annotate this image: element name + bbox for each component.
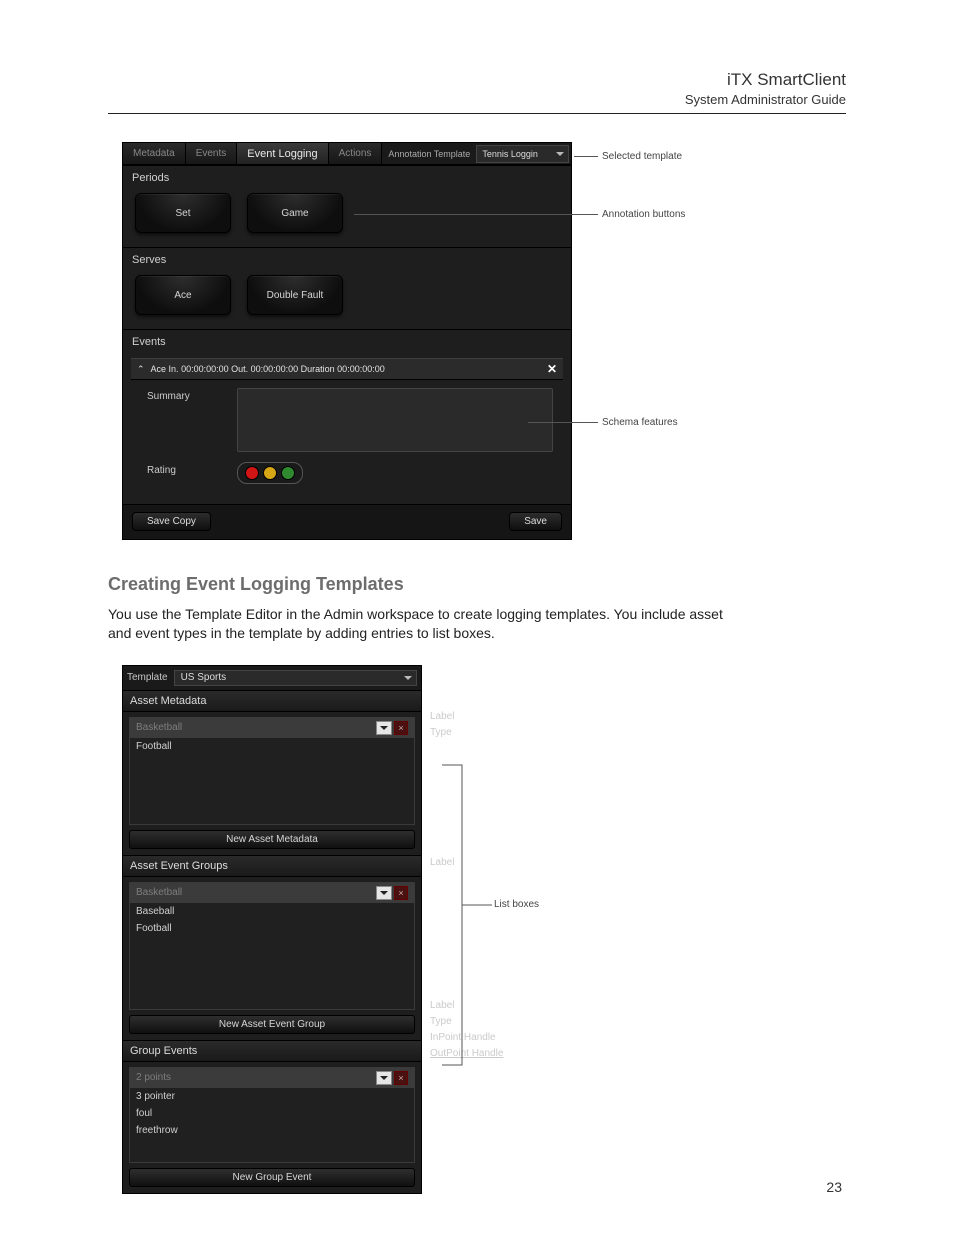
list-item[interactable]: Basketball ×: [130, 718, 414, 738]
tab-events[interactable]: Events: [186, 143, 238, 164]
list-item[interactable]: 2 points ×: [130, 1068, 414, 1088]
side-label: Type: [430, 727, 452, 738]
page-header: iTX SmartClient System Administrator Gui…: [108, 70, 846, 107]
page-number: 23: [826, 1179, 842, 1195]
rating-control[interactable]: [237, 462, 303, 484]
serves-buttons: Ace Double Fault: [123, 270, 571, 329]
screenshot-template-editor: Template US Sports Asset Metadata Basket…: [122, 665, 846, 1194]
game-button[interactable]: Game: [247, 193, 343, 233]
tab-bar: Metadata Events Event Logging Actions An…: [123, 143, 571, 165]
double-fault-button[interactable]: Double Fault: [247, 275, 343, 315]
group-events-listbox[interactable]: 2 points × 3 pointer foul freethrow: [129, 1067, 415, 1163]
dropdown-icon[interactable]: [376, 886, 392, 900]
list-item[interactable]: foul: [130, 1105, 414, 1122]
schema-area: Summary Rating: [131, 380, 563, 494]
expand-icon[interactable]: ⌃: [137, 364, 145, 375]
template-select-row: Template US Sports: [123, 666, 421, 690]
event-row-text: Ace In. 00:00:00:00 Out. 00:00:00:00 Dur…: [151, 364, 385, 374]
group-events-heading: Group Events: [123, 1040, 421, 1062]
section-paragraph: You use the Template Editor in the Admin…: [108, 605, 728, 643]
new-asset-metadata-button[interactable]: New Asset Metadata: [129, 830, 415, 849]
events-body: ⌃ Ace In. 00:00:00:00 Out. 00:00:00:00 D…: [123, 352, 571, 504]
asset-event-groups-listbox[interactable]: Basketball × Baseball Football: [129, 882, 415, 1010]
new-group-event-button[interactable]: New Group Event: [129, 1168, 415, 1187]
list-item[interactable]: Baseball: [130, 903, 414, 920]
event-row[interactable]: ⌃ Ace In. 00:00:00:00 Out. 00:00:00:00 D…: [131, 358, 563, 380]
summary-label: Summary: [147, 388, 237, 402]
list-item[interactable]: Basketball ×: [130, 883, 414, 903]
list-item[interactable]: Football: [130, 920, 414, 937]
list-item[interactable]: freethrow: [130, 1122, 414, 1139]
annotation-template-label: Annotation Template: [382, 143, 476, 164]
section-heading: Creating Event Logging Templates: [108, 574, 846, 595]
summary-field[interactable]: [237, 388, 553, 452]
events-heading: Events: [123, 329, 571, 352]
product-title: iTX SmartClient: [108, 70, 846, 90]
asset-metadata-heading: Asset Metadata: [123, 690, 421, 712]
template-label: Template: [127, 672, 168, 683]
periods-heading: Periods: [123, 165, 571, 188]
tab-metadata[interactable]: Metadata: [123, 143, 186, 164]
list-item[interactable]: Football: [130, 738, 414, 755]
callout-list-boxes: List boxes: [494, 899, 539, 910]
document-page: iTX SmartClient System Administrator Gui…: [0, 0, 954, 1234]
header-divider: [108, 113, 846, 114]
asset-event-groups-heading: Asset Event Groups: [123, 855, 421, 877]
rating-dot-yellow[interactable]: [263, 466, 277, 480]
footer-buttons: Save Copy Save: [123, 504, 571, 539]
callout-selected-template: Selected template: [574, 151, 682, 162]
close-icon[interactable]: ✕: [547, 362, 557, 376]
tab-actions[interactable]: Actions: [329, 143, 383, 164]
rating-label: Rating: [147, 462, 237, 476]
event-logging-panel: Metadata Events Event Logging Actions An…: [122, 142, 572, 540]
rating-dot-red[interactable]: [245, 466, 259, 480]
dropdown-icon[interactable]: [376, 721, 392, 735]
asset-metadata-listbox[interactable]: Basketball × Football: [129, 717, 415, 825]
set-button[interactable]: Set: [135, 193, 231, 233]
callout-schema-features: Schema features: [528, 417, 678, 428]
save-copy-button[interactable]: Save Copy: [132, 512, 211, 531]
dropdown-icon[interactable]: [376, 1071, 392, 1085]
template-select[interactable]: US Sports: [174, 670, 417, 686]
delete-icon[interactable]: ×: [394, 1071, 408, 1085]
serves-heading: Serves: [123, 247, 571, 270]
doc-subtitle: System Administrator Guide: [108, 92, 846, 107]
list-item[interactable]: 3 pointer: [130, 1088, 414, 1105]
rating-dot-green[interactable]: [281, 466, 295, 480]
side-label: Label: [430, 711, 454, 722]
screenshot-event-logging: Metadata Events Event Logging Actions An…: [122, 142, 846, 540]
ace-button[interactable]: Ace: [135, 275, 231, 315]
new-asset-event-group-button[interactable]: New Asset Event Group: [129, 1015, 415, 1034]
list-boxes-bracket-icon: [422, 745, 512, 1105]
delete-icon[interactable]: ×: [394, 886, 408, 900]
delete-icon[interactable]: ×: [394, 721, 408, 735]
callout-annotation-buttons: Annotation buttons: [354, 209, 685, 220]
annotation-template-select[interactable]: Tennis Loggin: [476, 145, 569, 163]
save-button[interactable]: Save: [509, 512, 562, 531]
tab-event-logging[interactable]: Event Logging: [237, 143, 328, 164]
template-editor-panel: Template US Sports Asset Metadata Basket…: [122, 665, 422, 1194]
